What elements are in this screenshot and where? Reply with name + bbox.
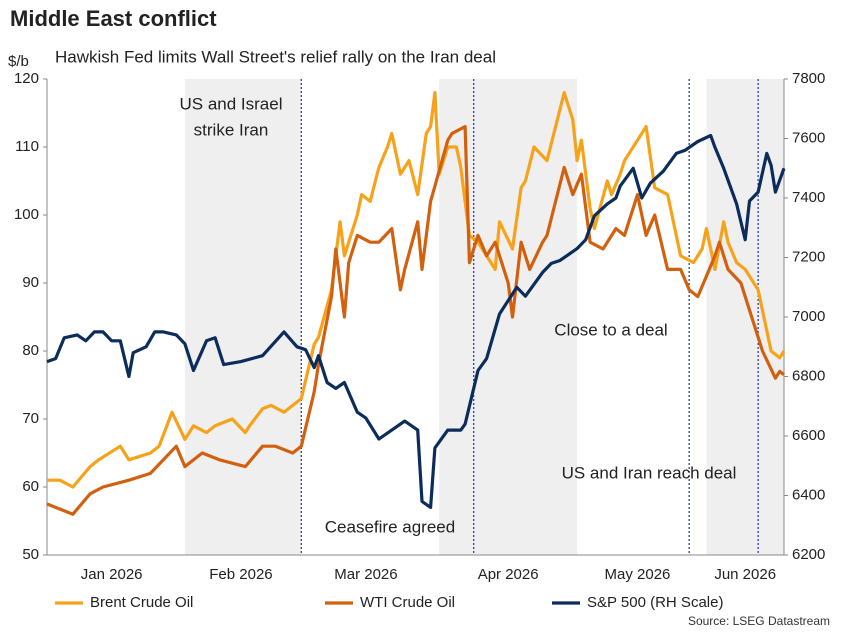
y-tick-label: 110 [15,138,39,155]
y-tick-label: 100 [14,206,39,223]
legend-label: WTI Crude Oil [360,594,455,611]
y2-tick-label: 7000 [792,308,825,325]
series-line [46,125,785,516]
annotation: Close to a deal [554,320,667,339]
annotation: US and Iran reach deal [562,463,737,482]
y2-tick-label: 6400 [792,486,825,503]
x-tick-label: Apr 2026 [478,566,539,583]
x-tick-label: Jan 2026 [81,566,143,583]
legend-label: Brent Crude Oil [90,594,193,611]
shaded-period [706,79,784,555]
y2-tick-label: 6800 [792,367,825,384]
y-tick-label: 90 [22,274,39,291]
y-axis-label: $/b [8,53,29,70]
y-tick-label: 50 [22,546,39,563]
x-tick-label: Jun 2026 [714,566,776,583]
x-tick-label: Mar 2026 [334,566,397,583]
y2-tick-label: 7200 [792,248,825,265]
y2-tick-label: 7800 [792,70,825,87]
y2-tick-label: 7400 [792,189,825,206]
annotation: Ceasefire agreed [325,517,455,536]
y2-tick-label: 6200 [792,546,825,563]
source: Source: LSEG Datastream [688,614,830,628]
y-tick-label: 120 [14,70,39,87]
shaded-period [439,79,578,555]
series-line [47,91,786,489]
series-line [46,133,786,509]
x-tick-label: May 2026 [605,566,671,583]
x-tick-label: Feb 2026 [209,566,272,583]
y-tick-label: 80 [22,342,39,359]
chart-subtitle: Hawkish Fed limits Wall Street's relief … [55,47,496,66]
y-tick-label: 60 [22,478,39,495]
annotation: strike Iran [194,120,269,139]
y-tick-label: 70 [22,410,39,427]
annotation: US and Israel [180,94,283,113]
legend-label: S&P 500 (RH Scale) [587,594,723,611]
y2-tick-label: 7600 [792,129,825,146]
chart-title: Middle East conflict [10,6,217,31]
shaded-period [184,79,302,555]
y2-tick-label: 6600 [792,427,825,444]
